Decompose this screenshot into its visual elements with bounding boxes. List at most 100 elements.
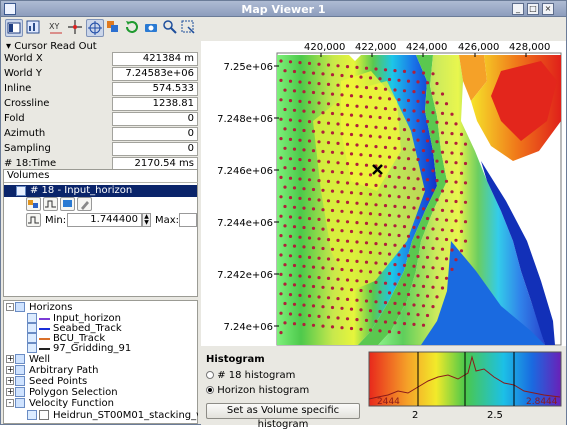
layout-icon[interactable] xyxy=(5,19,23,37)
seed-point xyxy=(364,183,369,187)
histogram-max-value: 2.8444 xyxy=(526,397,558,407)
expand-icon[interactable]: + xyxy=(6,376,14,385)
tree-item-horizons[interactable]: Horizons xyxy=(29,302,73,313)
seed-point xyxy=(368,192,373,196)
seed-point xyxy=(359,308,363,312)
visibility-icon[interactable] xyxy=(27,410,37,420)
tree-item-horizon[interactable]: Seabed_Track xyxy=(53,323,122,334)
pulse-icon[interactable] xyxy=(43,197,58,211)
zoom-box-icon[interactable] xyxy=(180,19,198,37)
seed-point xyxy=(340,190,344,194)
seed-point xyxy=(412,303,416,307)
pan-icon[interactable] xyxy=(67,19,85,37)
visibility-icon[interactable] xyxy=(27,333,37,343)
min-spin-icon[interactable]: ▲ ▼ xyxy=(142,213,151,227)
minimize-button[interactable]: _ xyxy=(512,3,524,15)
histogram-tick-label: 2 xyxy=(412,410,418,421)
visibility-icon[interactable] xyxy=(27,313,37,323)
refresh-icon[interactable] xyxy=(124,19,142,37)
group-icon xyxy=(15,387,25,397)
seed-point xyxy=(311,207,316,211)
checkbox-icon[interactable] xyxy=(39,410,49,420)
visibility-icon[interactable] xyxy=(27,343,37,353)
tree-item-horizon[interactable]: 97_Gridding_91 xyxy=(53,343,132,354)
pulse-icon[interactable] xyxy=(26,213,41,227)
max-input[interactable] xyxy=(179,213,197,227)
chart-icon[interactable] xyxy=(25,19,43,37)
expand-icon[interactable]: + xyxy=(6,365,14,374)
seed-point xyxy=(374,125,378,129)
layers-icon[interactable] xyxy=(105,19,123,37)
seed-point xyxy=(374,280,378,284)
title-bar[interactable]: Map Viewer 1 _ □ × xyxy=(1,1,566,17)
expand-icon[interactable]: - xyxy=(6,399,14,407)
seed-point xyxy=(412,245,416,249)
seed-point xyxy=(397,311,401,315)
readout-row: Crossline 1238.81 xyxy=(4,97,198,111)
seed-point xyxy=(364,241,369,245)
color-map-icon[interactable] xyxy=(26,197,41,211)
tree-item-horizon[interactable]: Input_horizon xyxy=(53,313,121,324)
tree-item-group[interactable]: Polygon Selection xyxy=(29,387,118,398)
seed-point xyxy=(326,218,331,222)
visibility-icon[interactable] xyxy=(27,323,37,333)
seed-point xyxy=(307,217,312,221)
min-input[interactable]: 1.744400 xyxy=(67,213,142,227)
seed-point xyxy=(292,147,297,151)
seed-point xyxy=(302,70,306,74)
horizon-surface-peak xyxy=(341,71,401,191)
seed-point xyxy=(393,107,397,111)
set-volume-histogram-button[interactable]: Set as Volume specific histogram xyxy=(206,403,360,430)
radio-checked-icon[interactable] xyxy=(206,386,214,394)
seed-point xyxy=(402,244,407,248)
tree-item-group[interactable]: Well xyxy=(29,354,51,365)
tree-item-group[interactable]: Seed Points xyxy=(29,376,88,387)
tree-item-velocity[interactable]: Heidrun_ST00M01_stacking_velc xyxy=(53,410,198,421)
seed-point xyxy=(288,176,293,180)
display-icon[interactable] xyxy=(60,197,75,211)
map-canvas[interactable]: 420,000 422,000 424,000 426,000 428,000 7.25e… xyxy=(201,41,566,346)
map-x-tick-label: 426,000 xyxy=(458,42,499,53)
histogram-title: Histogram xyxy=(206,354,265,365)
close-button[interactable]: × xyxy=(542,3,554,15)
seed-point xyxy=(412,70,416,74)
tree-item-group[interactable]: Arbitrary Path xyxy=(29,365,99,376)
crosshair-icon[interactable] xyxy=(86,19,104,37)
histogram-radio-2[interactable]: Horizon histogram xyxy=(206,385,309,396)
camera-icon[interactable] xyxy=(143,19,161,37)
histogram-radio-1[interactable]: # 18 histogram xyxy=(206,370,295,381)
tree-item-horizon[interactable]: BCU_Track xyxy=(53,333,106,344)
radio-icon[interactable] xyxy=(206,371,214,379)
seed-point xyxy=(307,294,312,298)
map-plot[interactable]: 420,000 422,000 424,000 426,000 428,000 7.25e… xyxy=(201,41,566,346)
seed-point xyxy=(345,123,350,127)
tree-item-group[interactable]: Velocity Function xyxy=(29,398,114,409)
seed-point xyxy=(450,151,454,155)
seed-point xyxy=(317,256,321,260)
collapse-arrow-icon[interactable]: ▾ xyxy=(6,41,12,52)
seed-point xyxy=(330,73,335,77)
volume-item-selected[interactable]: # 18 - Input_horizon xyxy=(4,185,197,197)
histogram-chart[interactable]: 2444 2.8444 2 2.5 xyxy=(368,351,564,423)
seed-point xyxy=(345,181,350,185)
cursor-readout-header[interactable]: ▾ Cursor Read Out xyxy=(6,41,97,52)
maximize-button[interactable]: □ xyxy=(527,3,539,15)
seed-point xyxy=(393,88,397,92)
seed-point xyxy=(387,194,392,198)
collapse-icon[interactable]: - xyxy=(6,303,14,311)
zoom-icon[interactable] xyxy=(162,19,180,37)
seed-point xyxy=(283,69,287,73)
seed-point xyxy=(298,177,302,181)
seed-point xyxy=(412,109,416,113)
expand-icon[interactable]: + xyxy=(6,387,14,396)
seed-point xyxy=(321,324,325,328)
seed-point xyxy=(450,170,454,174)
seed-point xyxy=(288,293,293,297)
seed-point xyxy=(397,136,401,141)
settings-icon[interactable] xyxy=(77,197,92,211)
seed-point xyxy=(406,79,411,83)
xy-axis-icon[interactable]: XY xyxy=(48,19,66,37)
expand-icon[interactable]: + xyxy=(6,354,14,363)
seed-point xyxy=(450,190,454,194)
seed-point xyxy=(368,212,373,216)
